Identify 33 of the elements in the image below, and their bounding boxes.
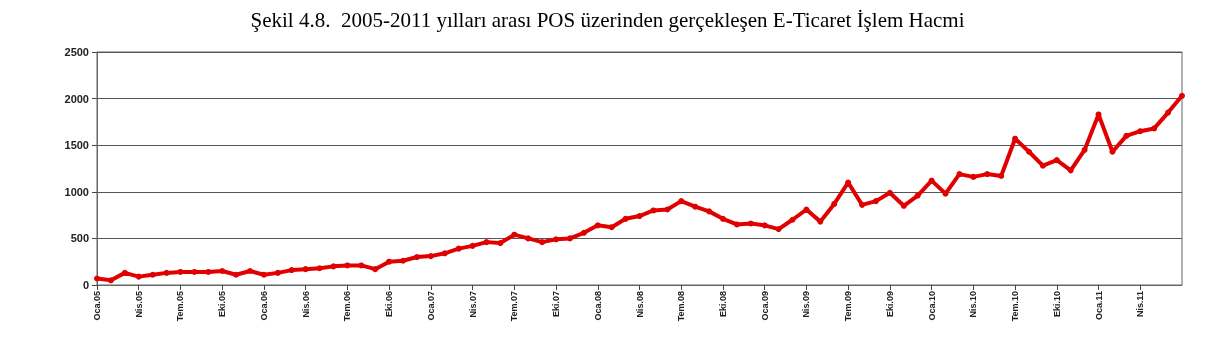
y-tick-label: 2500 <box>64 46 89 58</box>
x-tick-label: Oca.06 <box>258 291 269 321</box>
x-tick-label: Tem.06 <box>342 291 353 322</box>
y-tick-label: 0 <box>82 279 89 291</box>
x-tick-label: Eki.09 <box>884 291 895 318</box>
y-tick-label: 1000 <box>64 185 89 198</box>
x-tick-label: Eki.05 <box>217 291 228 318</box>
y-tick-label: 1500 <box>64 139 89 152</box>
x-tick-label: Nis.09 <box>801 291 812 318</box>
y-tick-label: 2000 <box>64 92 89 105</box>
x-tick-label: Oca.11 <box>1093 291 1104 321</box>
x-tick-label: Tem.08 <box>676 291 687 322</box>
y-tick-label: 500 <box>70 232 89 245</box>
x-tick-label: Eki.06 <box>384 291 395 318</box>
x-tick-label: Nis.07 <box>467 291 478 318</box>
x-tick-label: Nis.11 <box>1135 291 1146 318</box>
x-tick-label: Nis.08 <box>634 291 645 318</box>
x-tick-label: Tem.09 <box>843 291 854 322</box>
x-tick-label: Oca.05 <box>92 291 102 321</box>
x-tick-label: Eki.07 <box>551 291 562 318</box>
x-tick-label: Oca.10 <box>926 291 937 321</box>
x-tick-label: Tem.07 <box>509 291 520 322</box>
chart-title: Şekil 4.8. 2005-2011 yılları arası POS üzerinden gerçekleşen E-Ticaret İşlem Hacmi <box>250 7 965 32</box>
x-tick-label: Nis.06 <box>300 291 311 318</box>
x-tick-label: Eki.10 <box>1051 291 1062 318</box>
x-tick-label: Nis.10 <box>968 291 979 318</box>
x-tick-label: Eki.08 <box>717 291 728 318</box>
x-tick-label: Nis.05 <box>133 291 144 318</box>
x-tick-label: Tem.05 <box>175 291 186 322</box>
x-tick-label: Oca.08 <box>592 291 603 321</box>
x-tick-label: Tem.10 <box>1010 291 1021 322</box>
x-tick-label: Oca.09 <box>759 291 770 321</box>
x-tick-label: Oca.07 <box>425 291 436 321</box>
